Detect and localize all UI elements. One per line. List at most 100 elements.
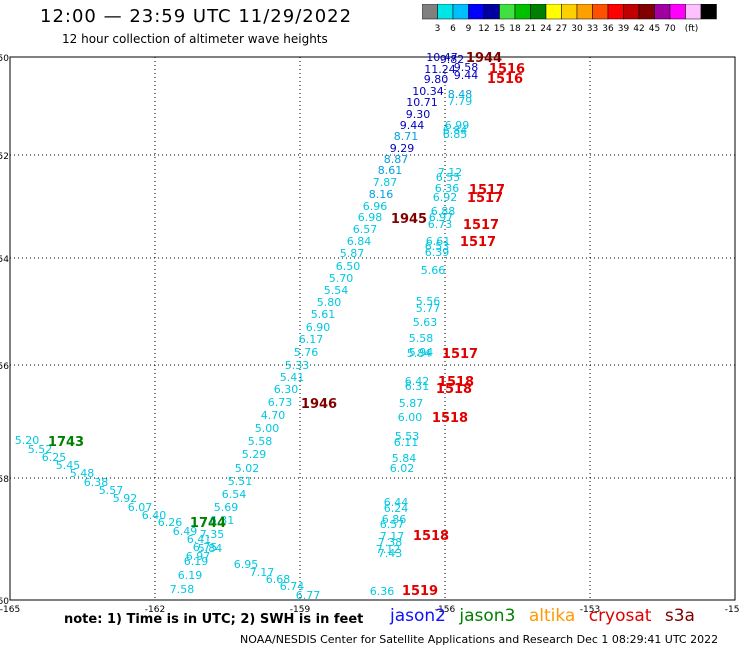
wave-height-value: 5.02 xyxy=(235,462,260,475)
wave-height-value: 6.07 xyxy=(128,501,153,514)
wave-height-value: 7.12 xyxy=(376,543,401,556)
wave-height-value: 10.47 xyxy=(426,51,458,64)
wave-height-value: 9.30 xyxy=(406,108,431,121)
wave-height-value: 9.29 xyxy=(390,142,415,155)
pass-time-label: 1743 xyxy=(48,435,84,450)
wave-height-value: 6.95 xyxy=(234,558,259,571)
wave-height-value: 6.86 xyxy=(382,513,407,526)
wave-height-value: 6.24 xyxy=(384,502,409,515)
wave-height-value: 6.73 xyxy=(268,396,293,409)
scale-label: 3 xyxy=(435,24,441,34)
satellite-legend: jason2 jason3 altika cryosat s3a xyxy=(390,606,703,626)
wave-height-value: 5.70 xyxy=(329,272,354,285)
scale-label: 9 xyxy=(466,24,472,34)
wave-height-value: 5.41 xyxy=(280,371,305,384)
wave-height-value: 5.57 xyxy=(99,484,124,497)
wave-height-value: 6.11 xyxy=(394,436,419,449)
x-tick-label: -150 xyxy=(725,605,740,615)
pass-time-label: 1944 xyxy=(466,51,502,66)
wave-height-value: 5.84 xyxy=(407,347,432,360)
wave-height-value: 9.58 xyxy=(454,61,479,74)
wave-height-value: 5.77 xyxy=(416,302,441,315)
scale-label: 21 xyxy=(525,24,536,34)
scale-label: 24 xyxy=(540,24,552,34)
scale-label: 70 xyxy=(664,24,676,34)
wave-height-value: 7.17 xyxy=(380,530,405,543)
pass-time-label: 1946 xyxy=(301,397,337,412)
color-scale: 3 6 9 12 15 18 21 24 27 30 33 36 39 42 45 70 (ft) xyxy=(422,4,717,34)
pass-time-label: 1518 xyxy=(438,375,474,390)
wave-height-value: 9.80 xyxy=(424,73,449,86)
wave-height-value: 6.39 xyxy=(425,246,450,259)
wave-height-value: 5.29 xyxy=(242,448,267,461)
pass-time-label: 1518 xyxy=(436,382,472,397)
wave-height-value: 5.61 xyxy=(311,308,336,321)
wave-height-value: 6.61 xyxy=(426,235,451,248)
wave-height-value: 4.70 xyxy=(261,409,286,422)
pass-time-label: 1517 xyxy=(460,235,496,250)
wave-height-value: 6.17 xyxy=(299,333,324,346)
wave-height-value: 5.45 xyxy=(56,459,81,472)
wave-height-value: 6.68 xyxy=(266,573,291,586)
page-title: 12:00 — 23:59 UTC 11/29/2022 xyxy=(40,6,353,27)
wave-height-value: 6.74 xyxy=(280,580,305,593)
wave-height-value: 6.49 xyxy=(173,525,198,538)
scale-label: 12 xyxy=(478,24,489,34)
wave-height-value: 6.02 xyxy=(390,462,415,475)
wave-height-value: 5.58 xyxy=(248,435,273,448)
y-tick-label: -50 xyxy=(0,54,9,64)
wave-height-value: 9.82 xyxy=(440,53,465,66)
wave-height-value: 5.63 xyxy=(413,316,438,329)
wave-height-value: 6.30 xyxy=(274,383,299,396)
wave-height-value: 9.44 xyxy=(400,119,425,132)
wave-height-value: 7.58 xyxy=(170,583,195,596)
wave-height-value: 5.20 xyxy=(15,434,40,447)
credit-line: NOAA/NESDIS Center for Satellite Applica… xyxy=(240,633,719,646)
y-tick-label: -54 xyxy=(0,255,9,265)
wave-height-value: 6.96 xyxy=(363,200,388,213)
wave-height-value: 5.54 xyxy=(324,284,349,297)
wave-height-value: 6.75 xyxy=(193,541,218,554)
wave-height-value: 7.38 xyxy=(378,536,403,549)
wave-height-value: 6.53 xyxy=(425,240,450,253)
scale-label: 30 xyxy=(571,24,583,34)
wave-height-value: 6.50 xyxy=(336,260,361,273)
wave-height-value: 6.25 xyxy=(42,451,67,464)
scale-label: 33 xyxy=(587,24,598,34)
wave-height-value: 5.84 xyxy=(392,452,417,465)
scale-label: 27 xyxy=(556,24,567,34)
wave-height-value: 5.66 xyxy=(421,264,446,277)
wave-height-value: 6.92 xyxy=(433,191,458,204)
pass-time-label: 1517 xyxy=(463,218,499,233)
x-tick-label: -162 xyxy=(145,605,165,615)
wave-height-value: 8.61 xyxy=(378,164,403,177)
wave-height-value: 6.19 xyxy=(184,555,209,568)
wave-height-value: 6.38 xyxy=(84,476,109,489)
wave-height-value: 5.48 xyxy=(70,467,95,480)
pass-time-label: 1518 xyxy=(413,529,449,544)
pass-time-label: 1518 xyxy=(432,411,468,426)
footer-note: note: 1) Time is in UTC; 2) SWH is in fe… xyxy=(64,612,364,627)
wave-height-value: 10.71 xyxy=(406,96,438,109)
wave-height-value: 5.00 xyxy=(255,422,280,435)
wave-height-value: 6.99 xyxy=(445,119,470,132)
wave-height-value: 6.40 xyxy=(142,509,167,522)
wave-height-value: 8.87 xyxy=(384,153,409,166)
wave-height-value: 6.00 xyxy=(398,411,423,424)
wave-height-value: 5.94 xyxy=(409,346,434,359)
wave-height-value: 5.80 xyxy=(317,296,342,309)
wave-height-value: 6.57 xyxy=(353,223,378,236)
scale-label: 15 xyxy=(494,24,505,34)
wave-height-value: 6.84 xyxy=(443,124,468,137)
wave-height-value: 5.52 xyxy=(28,443,53,456)
wave-height-value: 5.53 xyxy=(395,430,420,443)
wave-height-value: 8.71 xyxy=(394,130,419,143)
scale-label: 45 xyxy=(649,24,660,34)
wave-height-value: 5.87 xyxy=(399,397,424,410)
wave-height-value: 6.31 xyxy=(210,514,235,527)
y-tick-label: -52 xyxy=(0,152,9,162)
wave-height-value: 10.34 xyxy=(412,85,444,98)
y-tick-label: -60 xyxy=(0,597,9,607)
scale-label: 39 xyxy=(618,24,630,34)
